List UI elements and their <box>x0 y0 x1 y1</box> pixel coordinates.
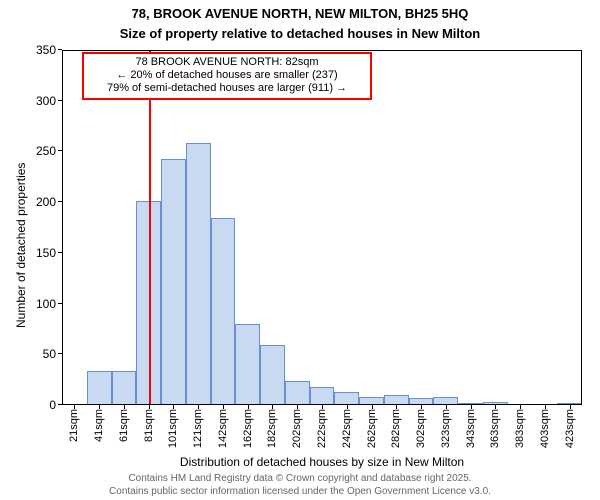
x-tick-mark <box>347 405 348 409</box>
x-tick-mark <box>297 405 298 409</box>
x-tick-label: 121sqm <box>192 405 204 448</box>
x-tick-label: 302sqm <box>415 405 427 448</box>
y-tick-label: 300 <box>36 94 62 108</box>
x-tick-label: 41sqm <box>93 405 105 442</box>
histogram-bar <box>87 371 112 405</box>
y-tick-label: 150 <box>36 246 62 260</box>
y-axis-line <box>62 50 63 405</box>
y-tick-label: 250 <box>36 144 62 158</box>
annotation-line: ← 20% of detached houses are smaller (23… <box>90 69 364 82</box>
x-tick-mark <box>545 405 546 409</box>
histogram-bar <box>211 218 236 405</box>
x-tick-mark <box>74 405 75 409</box>
histogram-bar <box>112 371 137 405</box>
y-tick-label: 100 <box>36 297 62 311</box>
x-tick-label: 222sqm <box>316 405 328 448</box>
x-tick-mark <box>198 405 199 409</box>
histogram-bar <box>260 345 285 405</box>
histogram-bar <box>186 143 211 405</box>
x-tick-mark <box>421 405 422 409</box>
y-tick-label: 200 <box>36 195 62 209</box>
histogram-bar <box>161 159 186 405</box>
plot-area: 05010015020025030035021sqm41sqm61sqm81sq… <box>62 50 582 405</box>
x-tick-mark <box>396 405 397 409</box>
x-tick-mark <box>223 405 224 409</box>
x-axis-label: Distribution of detached houses by size … <box>62 455 582 469</box>
x-tick-label: 101sqm <box>167 405 179 448</box>
y-tick-label: 0 <box>49 398 62 412</box>
x-tick-mark <box>149 405 150 409</box>
subject-property-marker <box>149 50 151 405</box>
x-tick-label: 242sqm <box>341 405 353 448</box>
annotation-line: 78 BROOK AVENUE NORTH: 82sqm <box>90 56 364 69</box>
x-tick-mark <box>322 405 323 409</box>
histogram-bar <box>235 324 260 405</box>
annotation-box: 78 BROOK AVENUE NORTH: 82sqm← 20% of det… <box>82 52 372 100</box>
x-tick-mark <box>495 405 496 409</box>
x-tick-label: 61sqm <box>118 405 130 442</box>
x-tick-label: 363sqm <box>489 405 501 448</box>
footer-line1: Contains HM Land Registry data © Crown c… <box>0 472 600 485</box>
chart-title-line2: Size of property relative to detached ho… <box>0 26 600 41</box>
chart-root: 78, BROOK AVENUE NORTH, NEW MILTON, BH25… <box>0 0 600 500</box>
x-tick-mark <box>372 405 373 409</box>
top-axis-line <box>62 50 582 51</box>
x-tick-label: 403sqm <box>539 405 551 448</box>
x-tick-label: 282sqm <box>390 405 402 448</box>
x-tick-label: 21sqm <box>68 405 80 442</box>
plot-inner: 05010015020025030035021sqm41sqm61sqm81sq… <box>62 50 582 405</box>
x-tick-mark <box>471 405 472 409</box>
x-tick-mark <box>124 405 125 409</box>
chart-title-line1: 78, BROOK AVENUE NORTH, NEW MILTON, BH25… <box>0 6 600 21</box>
x-tick-mark <box>570 405 571 409</box>
x-tick-label: 142sqm <box>217 405 229 448</box>
x-tick-mark <box>272 405 273 409</box>
x-tick-label: 182sqm <box>266 405 278 448</box>
histogram-bar <box>285 381 310 405</box>
x-tick-mark <box>248 405 249 409</box>
x-tick-mark <box>520 405 521 409</box>
x-tick-mark <box>446 405 447 409</box>
footer-line2: Contains public sector information licen… <box>0 485 600 498</box>
y-axis-label: Number of detached properties <box>14 162 28 327</box>
y-tick-label: 350 <box>36 43 62 57</box>
x-tick-mark <box>99 405 100 409</box>
x-axis-line <box>62 404 582 405</box>
right-axis-line <box>581 50 582 405</box>
x-tick-label: 423sqm <box>564 405 576 448</box>
x-tick-label: 262sqm <box>366 405 378 448</box>
y-tick-label: 50 <box>43 347 62 361</box>
x-tick-label: 323sqm <box>440 405 452 448</box>
x-tick-label: 81sqm <box>143 405 155 442</box>
x-tick-label: 343sqm <box>465 405 477 448</box>
x-tick-mark <box>173 405 174 409</box>
footer-attribution: Contains HM Land Registry data © Crown c… <box>0 472 600 498</box>
histogram-bar <box>310 387 335 405</box>
x-tick-label: 162sqm <box>242 405 254 448</box>
x-tick-label: 202sqm <box>291 405 303 448</box>
annotation-line: 79% of semi-detached houses are larger (… <box>90 82 364 95</box>
x-tick-label: 383sqm <box>514 405 526 448</box>
